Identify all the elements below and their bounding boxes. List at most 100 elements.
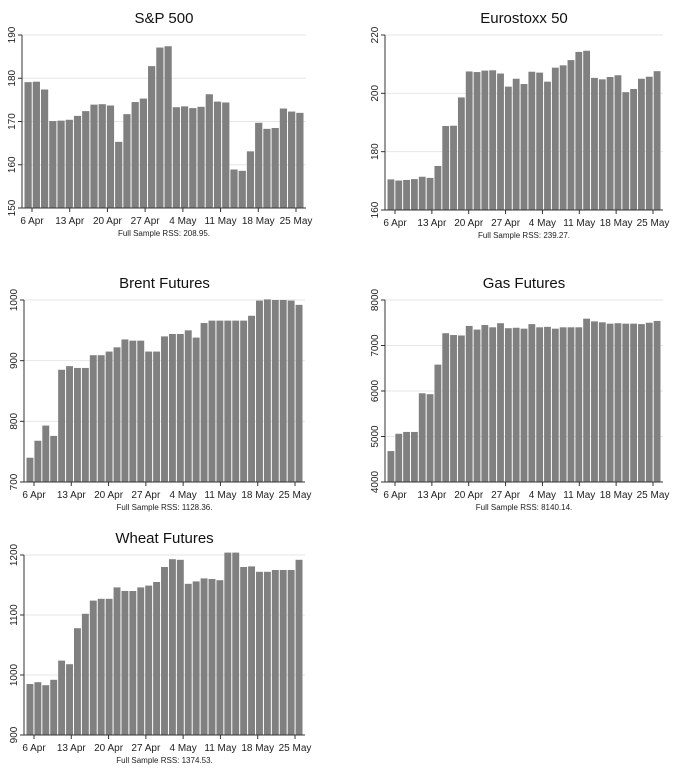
bar-s-p-500-33 [288, 111, 296, 208]
x-tick-label: 25 May [280, 216, 313, 227]
bar-eurostoxx-50-16 [504, 86, 512, 210]
y-tick-label: 1100 [9, 604, 20, 626]
y-tick-label: 900 [9, 352, 20, 369]
bar-brent-futures-31 [263, 299, 271, 482]
y-tick-label: 700 [9, 473, 20, 490]
bar-wheat-futures-31 [263, 571, 271, 735]
bar-brent-futures-11 [105, 351, 113, 482]
bar-brent-futures-28 [240, 320, 248, 482]
bar-wheat-futures-19 [168, 559, 176, 735]
bar-eurostoxx-50-19 [528, 71, 536, 210]
bar-s-p-500-32 [279, 108, 288, 208]
x-tick-label: 25 May [637, 490, 670, 501]
bar-eurostoxx-50-28 [598, 79, 606, 210]
y-tick-label: 4000 [370, 470, 381, 493]
bar-eurostoxx-50-26 [583, 50, 591, 210]
bar-brent-futures-6 [66, 366, 73, 482]
bar-eurostoxx-50-24 [567, 60, 575, 211]
bar-eurostoxx-50-12 [473, 72, 481, 211]
x-tick-label: 25 May [637, 218, 670, 229]
bar-gas-futures-3 [403, 431, 410, 482]
bar-gas-futures-26 [583, 318, 591, 482]
y-tick-label: 160 [7, 156, 18, 173]
y-tick-label: 200 [370, 85, 381, 102]
bar-brent-futures-18 [161, 336, 168, 482]
chart-title: Gas Futures [483, 275, 566, 292]
bar-gas-futures-8 [442, 333, 450, 482]
y-tick-label: 180 [7, 69, 18, 86]
x-tick-label: 6 Apr [22, 743, 46, 754]
x-tick-label: 4 May [170, 490, 197, 501]
panel-eurostoxx50: Eurostoxx 50 160 180 200 220 6 Apr 13 Apr 20 Ap… [343, 0, 686, 263]
y-tick-label: 6000 [370, 379, 381, 402]
x-tick-label: 20 Apr [454, 218, 484, 229]
bar-brent-futures-2 [34, 440, 42, 482]
chart-title: Eurostoxx 50 [480, 10, 568, 27]
bar-brent-futures-30 [256, 300, 263, 482]
bar-brent-futures-25 [216, 320, 224, 482]
bar-eurostoxx-50-3 [403, 179, 410, 210]
bar-wheat-futures-28 [240, 567, 248, 735]
bar-eurostoxx-50-31 [622, 92, 630, 210]
bar-wheat-futures-25 [216, 580, 224, 735]
y-tick-label: 8000 [370, 288, 381, 311]
x-tick-label: 4 May [169, 216, 196, 227]
bar-brent-futures-8 [81, 367, 89, 482]
bar-gas-futures-27 [591, 321, 598, 482]
bar-brent-futures-10 [97, 355, 105, 482]
bar-gas-futures-11 [465, 325, 473, 482]
x-tick-label: 20 Apr [94, 743, 124, 754]
chart-eurostoxx50: Eurostoxx 50 160 180 200 220 6 Apr 13 Apr 20 Ap… [370, 10, 670, 240]
bar-brent-futures-29 [248, 315, 256, 482]
bar-gas-futures-12 [473, 329, 481, 482]
bar-gas-futures-6 [426, 394, 434, 482]
x-tick-label: 18 May [600, 218, 633, 229]
chart-title: Brent Futures [119, 275, 210, 292]
bar-s-p-500-14 [131, 102, 139, 208]
chart-sp500: S&P 500 150 160 170 180 190 6 Apr 13 Apr 20 Apr 2… [7, 10, 313, 238]
chart-title: S&P 500 [135, 10, 194, 27]
bar-brent-futures-13 [121, 339, 129, 482]
bar-s-p-500-2 [32, 81, 40, 208]
bar-gas-futures-14 [489, 327, 497, 482]
bar-wheat-futures-10 [97, 598, 105, 735]
bar-brent-futures-22 [192, 337, 200, 482]
bar-wheat-futures-1 [26, 684, 34, 735]
x-tick-label: 27 Apr [131, 490, 161, 501]
x-tick-label: 27 Apr [131, 743, 161, 754]
bar-wheat-futures-3 [42, 685, 50, 735]
x-tick-label: 18 May [241, 743, 274, 754]
x-tick-label: 11 May [563, 490, 595, 501]
bar-brent-futures-27 [232, 320, 240, 482]
bar-s-p-500-26 [230, 169, 238, 208]
x-tick-label: 6 Apr [383, 218, 407, 229]
bar-s-p-500-22 [197, 106, 205, 208]
bar-s-p-500-6 [65, 119, 73, 208]
bar-eurostoxx-50-4 [410, 179, 418, 210]
bar-wheat-futures-14 [129, 591, 137, 735]
bar-s-p-500-13 [123, 114, 131, 208]
bar-s-p-500-11 [106, 105, 115, 208]
x-tick-label: 13 Apr [57, 490, 87, 501]
bar-wheat-futures-13 [121, 591, 129, 735]
x-tick-label: 6 Apr [20, 216, 44, 227]
bar-s-p-500-3 [40, 89, 49, 208]
x-tick-label: 20 Apr [93, 216, 123, 227]
panel-brent-futures: Brent Futures 700 800 900 1000 6 Apr 13 Apr 20 … [0, 270, 343, 533]
bar-eurostoxx-50-34 [645, 76, 653, 210]
bar-gas-futures-2 [395, 433, 403, 482]
y-tick-label: 1000 [9, 288, 20, 311]
bar-s-p-500-19 [172, 107, 180, 208]
x-tick-label: 6 Apr [383, 490, 407, 501]
bar-gas-futures-5 [418, 393, 426, 482]
rss-note: Full Sample RSS: 8140.14. [476, 503, 573, 512]
bar-eurostoxx-50-18 [520, 84, 528, 210]
bar-brent-futures-1 [26, 457, 34, 482]
y-tick-label: 1000 [9, 663, 20, 686]
bar-brent-futures-9 [89, 355, 97, 482]
bar-eurostoxx-50-22 [551, 67, 559, 211]
bar-brent-futures-34 [287, 300, 295, 482]
bar-gas-futures-30 [614, 323, 622, 482]
bar-s-p-500-1 [24, 82, 32, 208]
bar-s-p-500-17 [156, 47, 164, 209]
